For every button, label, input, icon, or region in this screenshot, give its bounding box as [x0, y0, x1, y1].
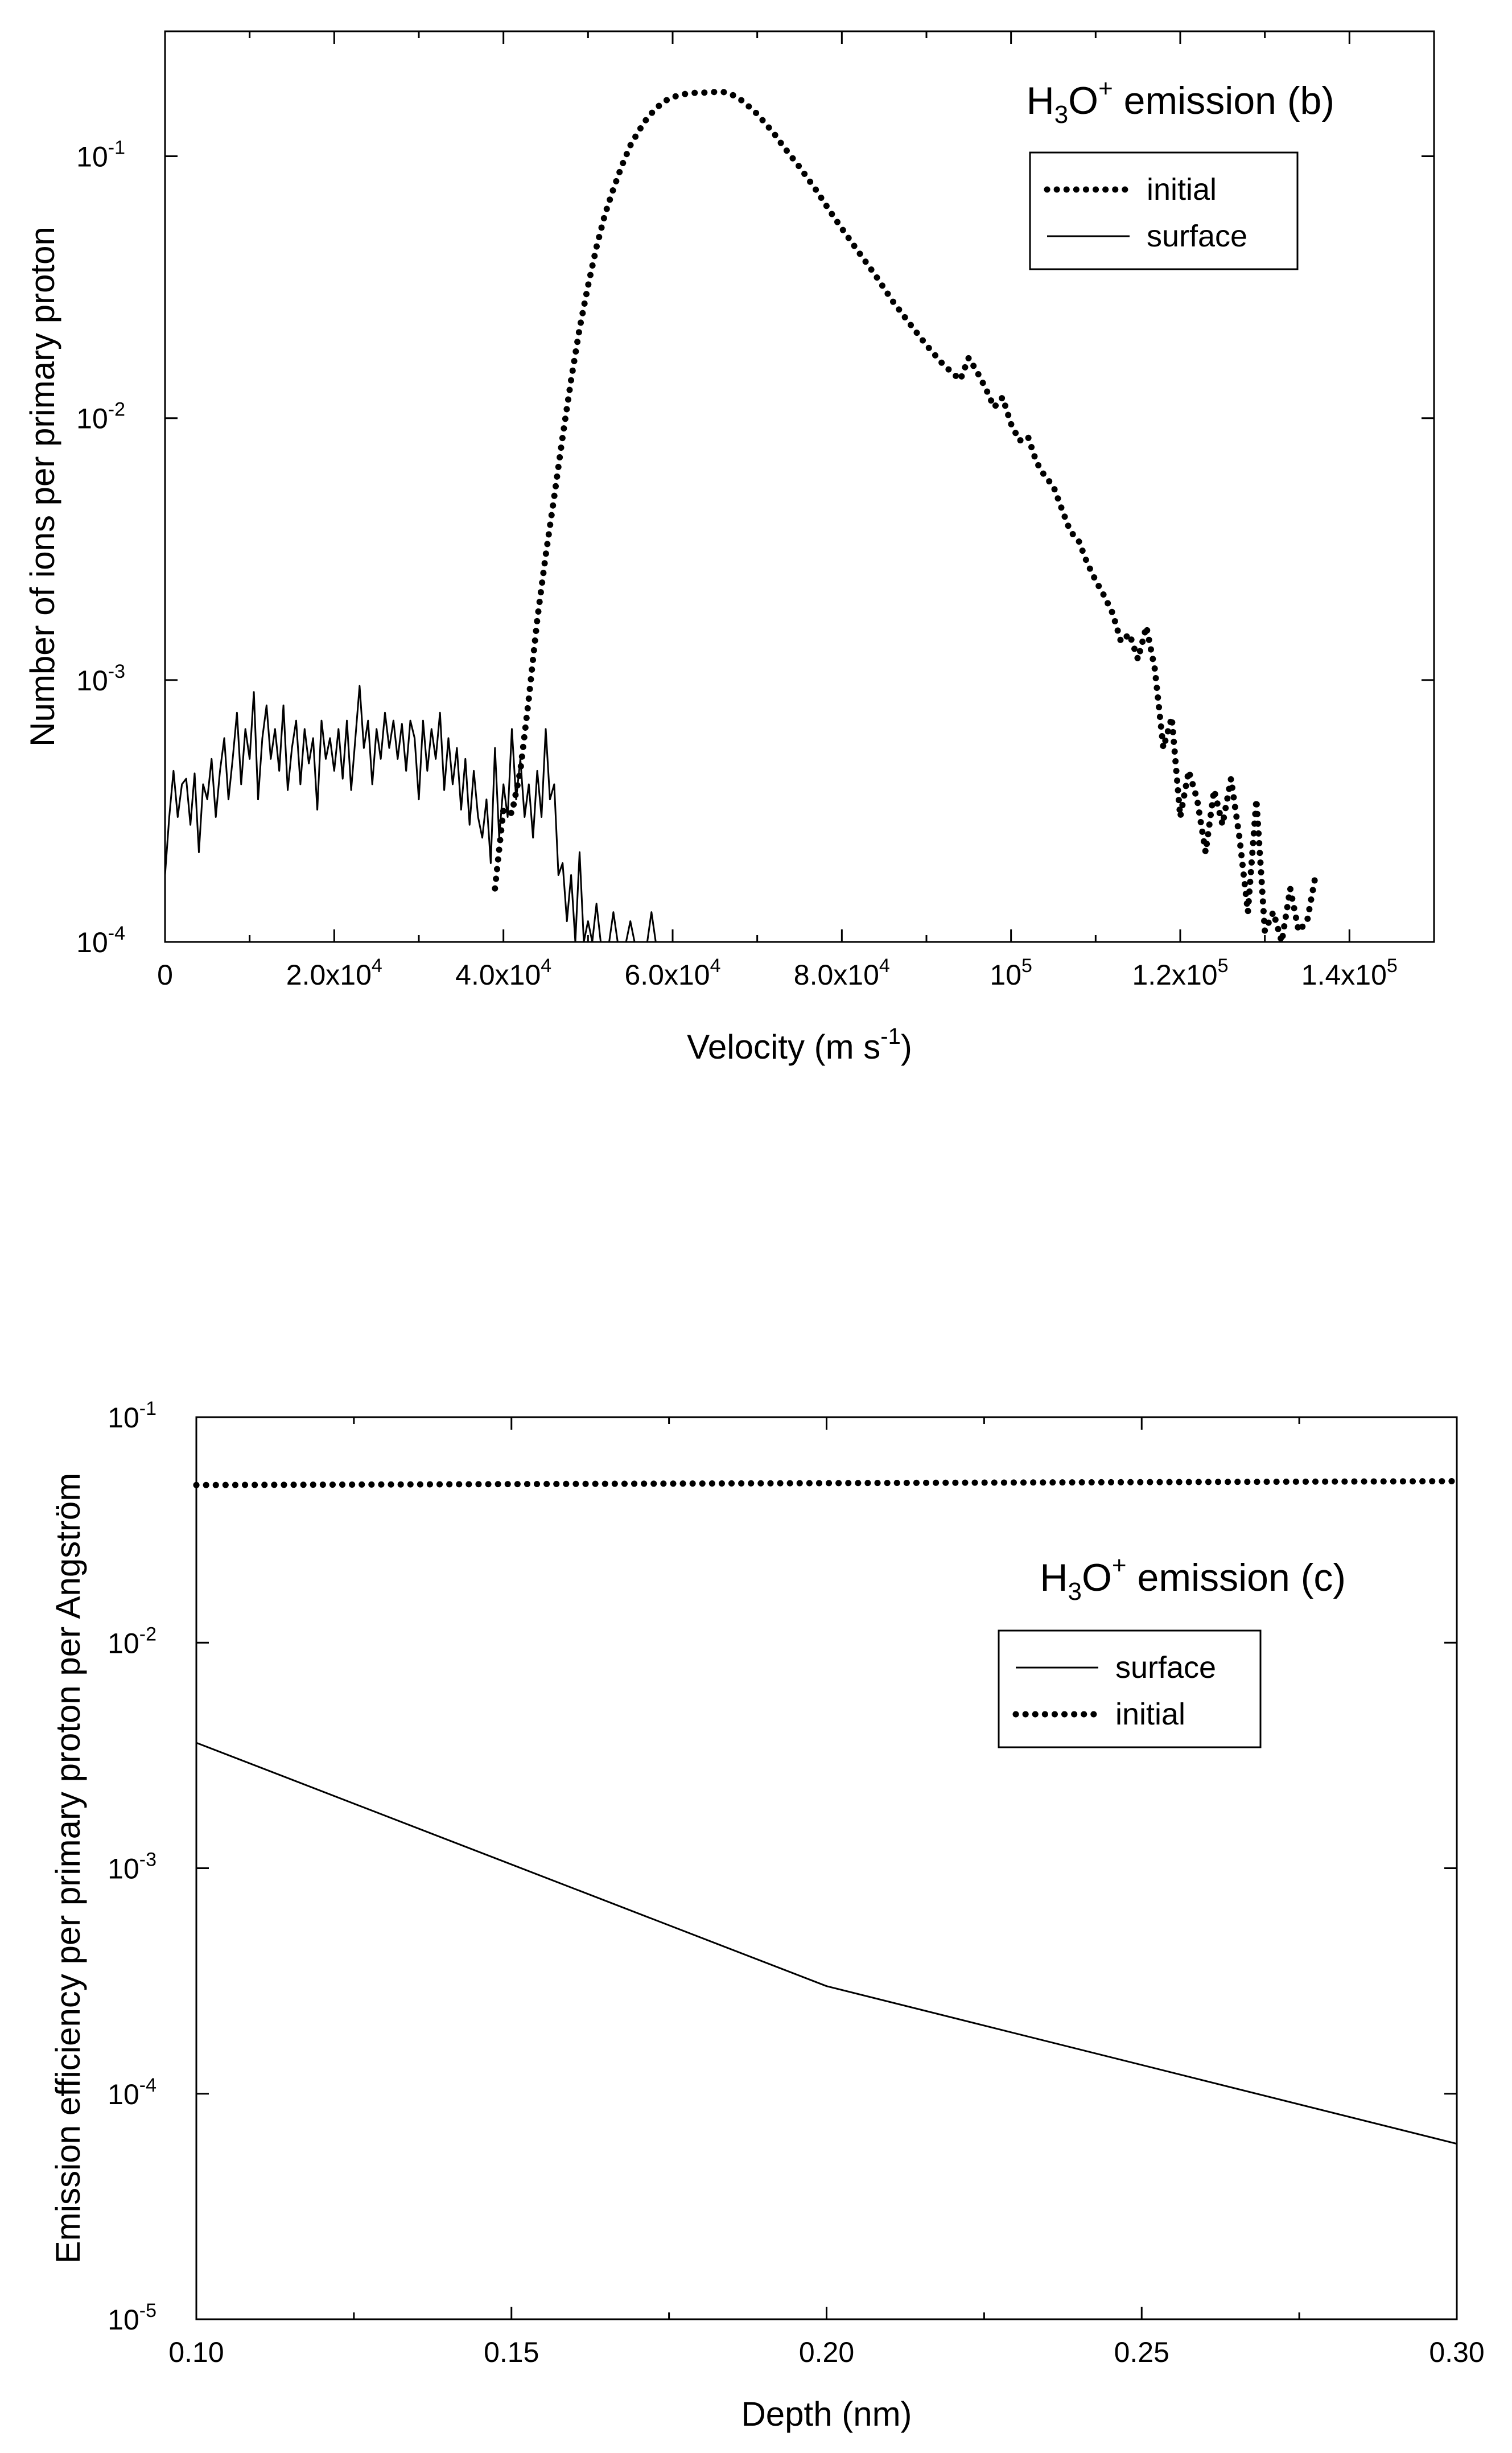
x-tick-label: 8.0x104 — [794, 955, 890, 991]
x-tick-label: 1.4x105 — [1301, 955, 1398, 991]
y-tick-label: 10-4 — [76, 923, 125, 958]
legend-label-surface: surface — [1147, 219, 1247, 253]
x-tick-label: 4.0x104 — [455, 955, 551, 991]
chart-b: 0 2.0x104 4.0x104 6.0x104 8.0x104 105 1.2x105 1… — [23, 30, 1435, 1066]
y-tick-label: 10-3 — [76, 661, 125, 697]
y-tick-label: 10-2 — [108, 1623, 156, 1659]
x-tick-label: 0.30 — [1429, 2336, 1484, 2368]
series-surface — [164, 685, 657, 943]
legend-label-surface: surface — [1115, 1651, 1216, 1685]
legend-box — [998, 1629, 1262, 1748]
y-tick-label: 10-1 — [76, 137, 125, 173]
series-initial — [193, 1478, 1460, 1488]
x-tick-label: 0.20 — [799, 2336, 854, 2368]
plot-frame — [195, 1416, 1458, 2320]
x-axis-label: Depth (nm) — [741, 2395, 912, 2433]
x-tick-label: 0.10 — [168, 2336, 224, 2368]
x-tick-label: 6.0x104 — [624, 955, 720, 991]
x-axis-label: Velocity (m s-1) — [687, 1024, 912, 1066]
series-surface — [196, 1742, 1457, 2145]
chart-title: H3O+ emission (c) — [1040, 1551, 1346, 1606]
series-initial — [492, 89, 1319, 945]
x-tick-label: 105 — [990, 955, 1032, 991]
y-tick-label: 10-2 — [76, 399, 125, 435]
chart-title: H3O+ emission (b) — [1027, 75, 1334, 129]
legend-label-initial: initial — [1115, 1697, 1185, 1731]
x-tick-label: 0.15 — [484, 2336, 539, 2368]
y-axis-label: Number of ions per primary proton — [23, 227, 61, 747]
y-tick-label: 10-1 — [108, 1398, 156, 1434]
y-tick-label: 10-3 — [108, 1849, 156, 1885]
legend: initial surface — [1029, 151, 1299, 270]
x-tick-label: 0.25 — [1114, 2336, 1169, 2368]
x-tick-label: 1.2x105 — [1132, 955, 1228, 991]
y-axis-label: Emission efficiency per primary proton p… — [49, 1473, 87, 2263]
x-tick-label: 0 — [157, 959, 173, 991]
plot-frame — [164, 30, 1435, 943]
y-tick-label: 10-5 — [108, 2300, 156, 2336]
chart-c: 0.10 0.15 0.20 0.25 0.30 10-1 10-2 10-3 10-4 10-5… — [49, 1398, 1485, 2433]
y-tick-label: 10-4 — [108, 2075, 156, 2110]
x-tick-label: 2.0x104 — [286, 955, 382, 991]
legend-box — [1029, 151, 1299, 270]
legend-label-initial: initial — [1147, 172, 1217, 207]
legend: surface initial — [998, 1629, 1262, 1748]
